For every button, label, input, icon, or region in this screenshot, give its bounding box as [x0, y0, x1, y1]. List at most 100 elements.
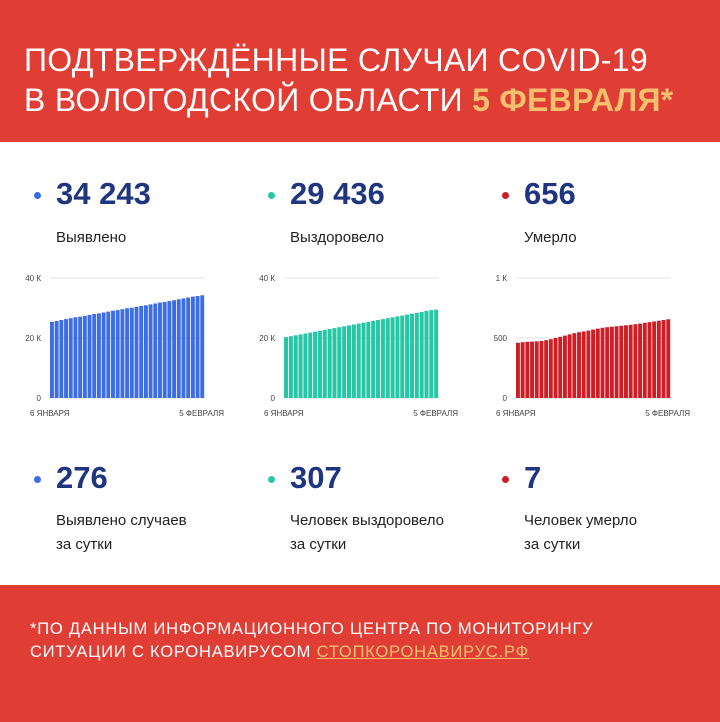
bar	[591, 329, 596, 398]
bar	[656, 320, 661, 398]
bar	[395, 316, 400, 398]
bar	[317, 330, 322, 398]
bar	[186, 297, 191, 398]
y-tick-label: 20 К	[25, 334, 41, 343]
bar	[308, 332, 313, 398]
bar	[120, 309, 125, 398]
bar	[628, 324, 633, 398]
x-start-label: 6 ЯНВАРЯ	[264, 409, 304, 418]
bar	[638, 323, 643, 398]
bar	[385, 318, 390, 398]
daily-recovered-label-line1: Человек выздоровело	[290, 512, 444, 529]
daily-deaths-label-line2: за сутки	[524, 536, 581, 553]
bar	[200, 295, 205, 398]
total-deaths-label: Умерло	[524, 229, 577, 246]
bar	[605, 327, 610, 398]
bar	[313, 331, 318, 398]
bar	[652, 321, 657, 398]
bar	[572, 333, 577, 398]
source-note-line1: *ПО ДАННЫМ ИНФОРМАЦИОННОГО ЦЕНТРА ПО МОН…	[30, 620, 594, 638]
bar	[666, 319, 671, 398]
bar	[614, 326, 619, 398]
bar	[520, 342, 525, 398]
x-end-label: 5 ФЕВРАЛЯ	[645, 409, 690, 418]
bar	[50, 321, 54, 398]
source-link[interactable]: СТОПКОРОНАВИРУС.РФ	[316, 643, 529, 661]
bar	[434, 309, 439, 398]
bar	[96, 313, 101, 398]
daily-recovered-label-line2: за сутки	[290, 536, 347, 553]
bar	[380, 319, 385, 398]
bar	[125, 308, 130, 398]
bar	[351, 324, 356, 398]
bar	[64, 319, 68, 398]
bar	[78, 316, 83, 398]
bar	[337, 327, 342, 398]
bar	[371, 320, 376, 398]
bar	[567, 334, 572, 398]
bar	[92, 314, 97, 398]
page-title: ПОДТВЕРЖДЁННЫЕ СЛУЧАИ COVID-19 В ВОЛОГОД…	[24, 40, 674, 120]
bar	[176, 299, 181, 398]
daily-detected-label-line2: за сутки	[56, 536, 113, 553]
bar	[525, 341, 530, 398]
bullet-icon	[268, 476, 275, 483]
bar	[548, 339, 553, 398]
bar	[143, 305, 148, 398]
bar	[409, 313, 414, 398]
bar	[581, 331, 586, 398]
bar	[586, 330, 591, 398]
daily-detected-label: Выявлено случаев за сутки	[56, 509, 187, 557]
bar	[619, 325, 624, 398]
daily-recovered-value: 307	[290, 460, 342, 495]
bar	[390, 317, 395, 398]
bar	[68, 318, 73, 398]
bar	[190, 296, 195, 398]
chart-detected: 0 20 К 40 К 6 ЯНВАРЯ 5 ФЕВРАЛЯ	[25, 274, 224, 418]
bar	[284, 337, 289, 398]
bar	[429, 310, 434, 398]
daily-deaths-label: Человек умерло за сутки	[524, 509, 637, 557]
title-region: В ВОЛОГОДСКОЙ ОБЛАСТИ	[24, 82, 463, 118]
header-band: ПОДТВЕРЖДЁННЫЕ СЛУЧАИ COVID-19 В ВОЛОГОД…	[0, 0, 720, 142]
bar	[129, 307, 134, 398]
source-note-prefix: СИТУАЦИИ С КОРОНАВИРУСОМ	[30, 643, 312, 661]
source-note: *ПО ДАННЫМ ИНФОРМАЦИОННОГО ЦЕНТРА ПО МОН…	[30, 618, 593, 664]
bar	[558, 336, 563, 398]
bar	[609, 326, 614, 398]
bar	[54, 320, 59, 398]
y-tick-label: 0	[37, 394, 42, 403]
y-tick-label: 40 К	[25, 274, 41, 283]
bar	[167, 301, 172, 398]
bar	[405, 314, 410, 398]
bar	[366, 321, 371, 398]
chart-recovered: 0 20 К 40 К 6 ЯНВАРЯ 5 ФЕВРАЛЯ	[259, 274, 458, 418]
bar	[162, 302, 167, 398]
total-deaths-value: 656	[524, 176, 576, 211]
bar	[346, 325, 352, 398]
bar	[539, 340, 544, 398]
bar	[661, 320, 666, 398]
chart-deaths: 0 500 1 К 6 ЯНВАРЯ 5 ФЕВРАЛЯ	[494, 274, 691, 418]
bar	[544, 340, 549, 398]
bar	[101, 312, 106, 398]
x-end-label: 5 ФЕВРАЛЯ	[179, 409, 224, 418]
total-detected-label: Выявлено	[56, 229, 127, 246]
bar	[642, 322, 647, 398]
bar	[414, 312, 419, 398]
title-line-2: В ВОЛОГОДСКОЙ ОБЛАСТИ 5 ФЕВРАЛЯ*	[24, 80, 674, 120]
bar	[153, 303, 158, 398]
y-tick-label: 1 К	[496, 274, 508, 283]
bar	[82, 315, 87, 398]
bar	[600, 327, 605, 398]
title-date: 5 ФЕВРАЛЯ*	[472, 82, 674, 118]
daily-deaths-label-line1: Человек умерло	[524, 512, 638, 529]
bar	[376, 320, 381, 398]
y-tick-label: 500	[494, 334, 508, 343]
bar	[298, 334, 303, 398]
bar	[530, 341, 534, 398]
bullet-icon	[502, 476, 509, 483]
x-start-label: 6 ЯНВАРЯ	[496, 409, 536, 418]
bar	[624, 325, 628, 398]
bar	[73, 317, 78, 398]
